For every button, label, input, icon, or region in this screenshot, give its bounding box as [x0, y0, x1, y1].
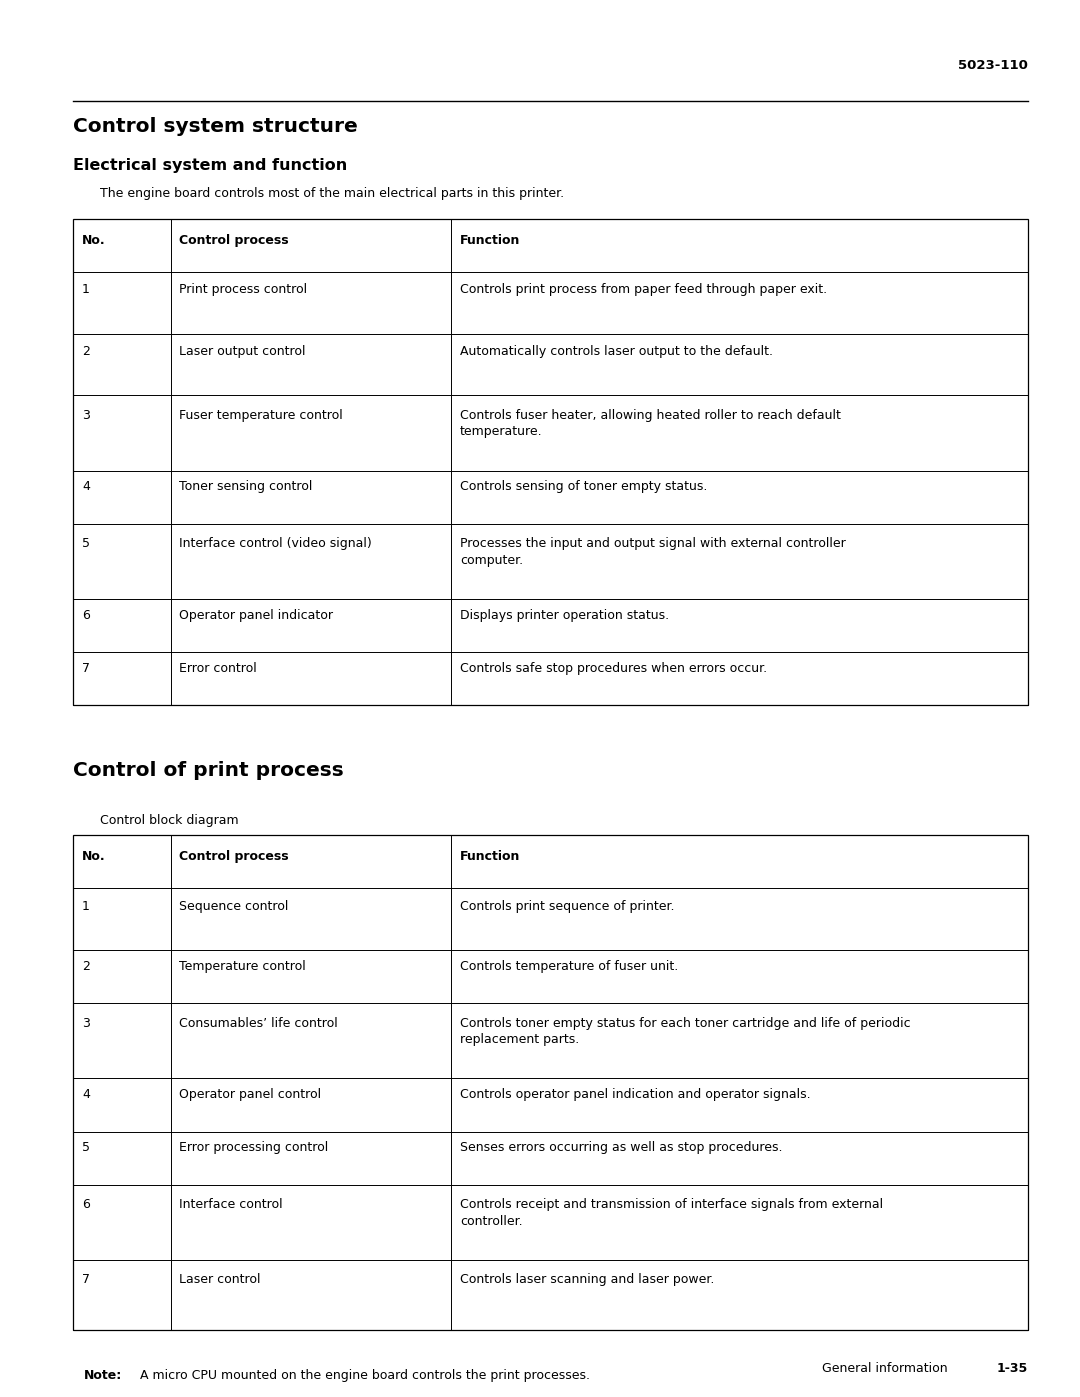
Text: Error processing control: Error processing control — [179, 1141, 328, 1154]
Text: No.: No. — [82, 851, 106, 863]
Text: Sequence control: Sequence control — [179, 900, 288, 912]
Text: Controls temperature of fuser unit.: Controls temperature of fuser unit. — [460, 960, 678, 972]
Text: Temperature control: Temperature control — [179, 960, 306, 972]
Text: Controls sensing of toner empty status.: Controls sensing of toner empty status. — [460, 481, 707, 493]
Bar — [73, 835, 1028, 1330]
Text: Controls toner empty status for each toner cartridge and life of periodic
replac: Controls toner empty status for each ton… — [460, 1017, 910, 1046]
Text: Control system structure: Control system structure — [73, 117, 359, 137]
Text: Controls safe stop procedures when errors occur.: Controls safe stop procedures when error… — [460, 662, 767, 675]
Text: 2: 2 — [82, 345, 90, 358]
Text: Toner sensing control: Toner sensing control — [179, 481, 312, 493]
Text: Automatically controls laser output to the default.: Automatically controls laser output to t… — [460, 345, 773, 358]
Text: 1-35: 1-35 — [997, 1362, 1028, 1375]
Text: A micro CPU mounted on the engine board controls the print processes.: A micro CPU mounted on the engine board … — [132, 1369, 590, 1382]
Text: Function: Function — [460, 235, 521, 247]
Text: Consumables’ life control: Consumables’ life control — [179, 1017, 338, 1030]
Text: 3: 3 — [82, 409, 90, 422]
Text: Electrical system and function: Electrical system and function — [73, 158, 348, 173]
Text: 6: 6 — [82, 609, 90, 622]
Text: 5: 5 — [82, 1141, 90, 1154]
Text: 3: 3 — [82, 1017, 90, 1030]
Text: Controls receipt and transmission of interface signals from external
controller.: Controls receipt and transmission of int… — [460, 1199, 883, 1228]
Text: 7: 7 — [82, 1273, 90, 1285]
Text: Interface control: Interface control — [179, 1199, 283, 1211]
Text: Controls print process from paper feed through paper exit.: Controls print process from paper feed t… — [460, 284, 827, 296]
Bar — [73, 219, 1028, 705]
Text: Interface control (video signal): Interface control (video signal) — [179, 538, 372, 550]
Text: 1: 1 — [82, 284, 90, 296]
Text: The engine board controls most of the main electrical parts in this printer.: The engine board controls most of the ma… — [100, 187, 565, 200]
Text: Control process: Control process — [179, 851, 289, 863]
Text: Senses errors occurring as well as stop procedures.: Senses errors occurring as well as stop … — [460, 1141, 783, 1154]
Text: Operator panel control: Operator panel control — [179, 1088, 322, 1101]
Text: 6: 6 — [82, 1199, 90, 1211]
Text: 5: 5 — [82, 538, 90, 550]
Text: Processes the input and output signal with external controller
computer.: Processes the input and output signal wi… — [460, 538, 846, 567]
Text: Operator panel indicator: Operator panel indicator — [179, 609, 334, 622]
Text: Control block diagram: Control block diagram — [100, 814, 239, 827]
Text: Print process control: Print process control — [179, 284, 308, 296]
Text: General information: General information — [822, 1362, 947, 1375]
Text: 1: 1 — [82, 900, 90, 912]
Text: No.: No. — [82, 235, 106, 247]
Text: 4: 4 — [82, 1088, 90, 1101]
Text: Laser output control: Laser output control — [179, 345, 306, 358]
Text: 2: 2 — [82, 960, 90, 972]
Text: Fuser temperature control: Fuser temperature control — [179, 409, 343, 422]
Text: Laser control: Laser control — [179, 1273, 260, 1285]
Text: 7: 7 — [82, 662, 90, 675]
Text: Note:: Note: — [84, 1369, 122, 1382]
Text: Controls print sequence of printer.: Controls print sequence of printer. — [460, 900, 675, 912]
Text: Displays printer operation status.: Displays printer operation status. — [460, 609, 670, 622]
Text: Error control: Error control — [179, 662, 257, 675]
Text: Controls laser scanning and laser power.: Controls laser scanning and laser power. — [460, 1273, 715, 1285]
Text: Control of print process: Control of print process — [73, 761, 345, 781]
Text: Controls fuser heater, allowing heated roller to reach default
temperature.: Controls fuser heater, allowing heated r… — [460, 409, 841, 439]
Text: Controls operator panel indication and operator signals.: Controls operator panel indication and o… — [460, 1088, 811, 1101]
Text: 4: 4 — [82, 481, 90, 493]
Text: Function: Function — [460, 851, 521, 863]
Text: 5023-110: 5023-110 — [958, 59, 1028, 71]
Text: Control process: Control process — [179, 235, 289, 247]
